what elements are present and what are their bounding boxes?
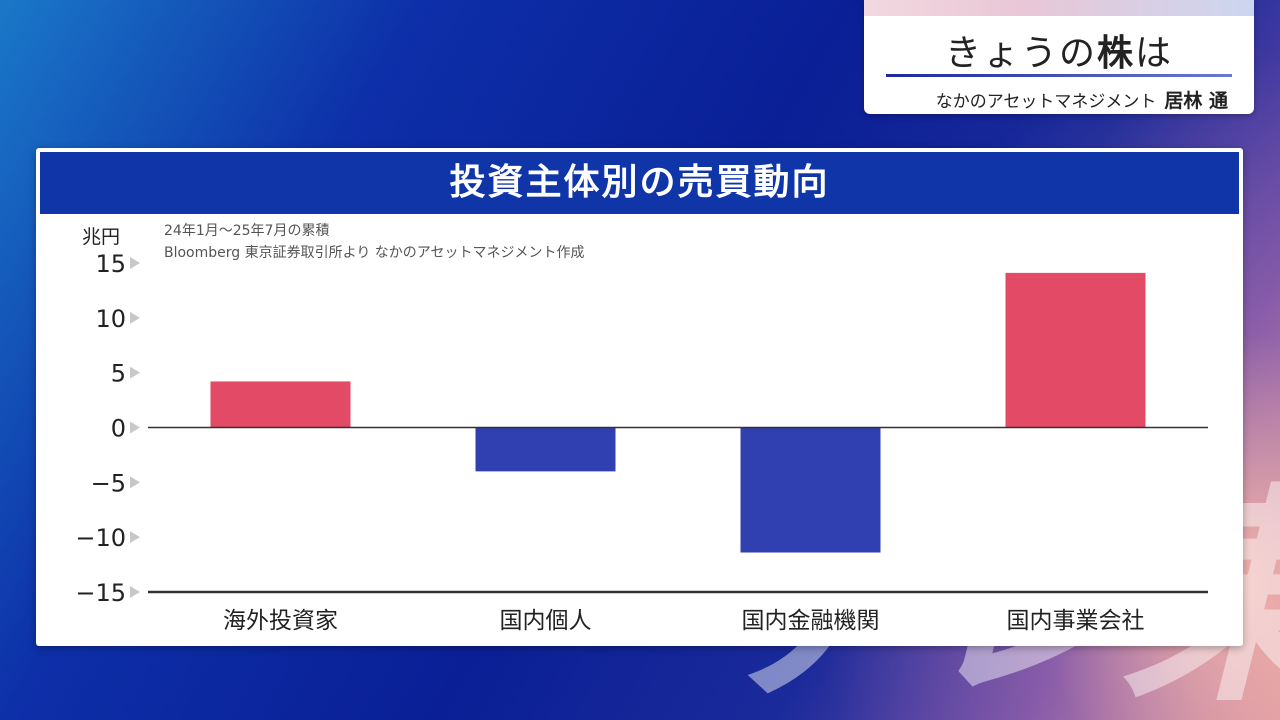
x-category-label: 国内金融機関 [742, 608, 880, 634]
guest-org: なかのアセットマネジメント [935, 92, 1157, 112]
guest-name: 居林 通 [1164, 90, 1228, 112]
y-tick-label: −5 [91, 469, 126, 497]
bar [1005, 272, 1146, 428]
chart-note-period: 24年1月〜25年7月の累積 [164, 223, 330, 239]
y-tick-label: −10 [75, 524, 126, 552]
bar-chart: 15 10 5 0 −5 −10 −15 海外投資家 国内個人 国内金融機関 国内事業会社 [75, 250, 1208, 634]
corner-title: きょうの株は [864, 24, 1254, 76]
y-tick-label: 15 [95, 250, 126, 278]
y-tick-marker [130, 586, 140, 598]
bar [475, 427, 616, 472]
corner-divider [886, 74, 1232, 77]
y-tick-marker [130, 421, 140, 434]
y-axis-unit: 兆円 [82, 226, 121, 248]
y-tick-label: 5 [111, 360, 126, 388]
x-category-label: 海外投資家 [223, 608, 338, 634]
y-tick-marker [130, 257, 140, 269]
chart-panel: 投資主体別の売買動向 兆円 24年1月〜25年7月の累積 Bloomberg 東… [36, 148, 1243, 646]
x-category-label: 国内個人 [500, 608, 592, 634]
y-tick-marker [130, 366, 140, 379]
bar [210, 381, 351, 428]
chart-title: 投資主体別の売買動向 [40, 152, 1239, 214]
y-tick-label: 0 [111, 415, 126, 443]
y-tick-marker [130, 311, 140, 324]
corner-title-suffix: は [1135, 33, 1174, 74]
x-category-label: 国内事業会社 [1007, 608, 1145, 634]
bar [740, 427, 881, 553]
corner-title-bold: 株 [1096, 33, 1135, 74]
program-corner-card: きょうの株は なかのアセットマネジメント 居林 通 [864, 0, 1254, 114]
y-tick-marker [130, 531, 140, 544]
y-tick-label: 10 [95, 305, 126, 333]
y-tick-label: −15 [75, 579, 126, 607]
y-tick-marker [130, 476, 140, 489]
corner-accent-strip [864, 0, 1254, 16]
corner-title-prefix: きょうの [944, 33, 1097, 74]
corner-guest: なかのアセットマネジメント 居林 通 [864, 86, 1228, 113]
chart-note-source: Bloomberg 東京証券取引所より なかのアセットマネジメント作成 [164, 245, 585, 261]
